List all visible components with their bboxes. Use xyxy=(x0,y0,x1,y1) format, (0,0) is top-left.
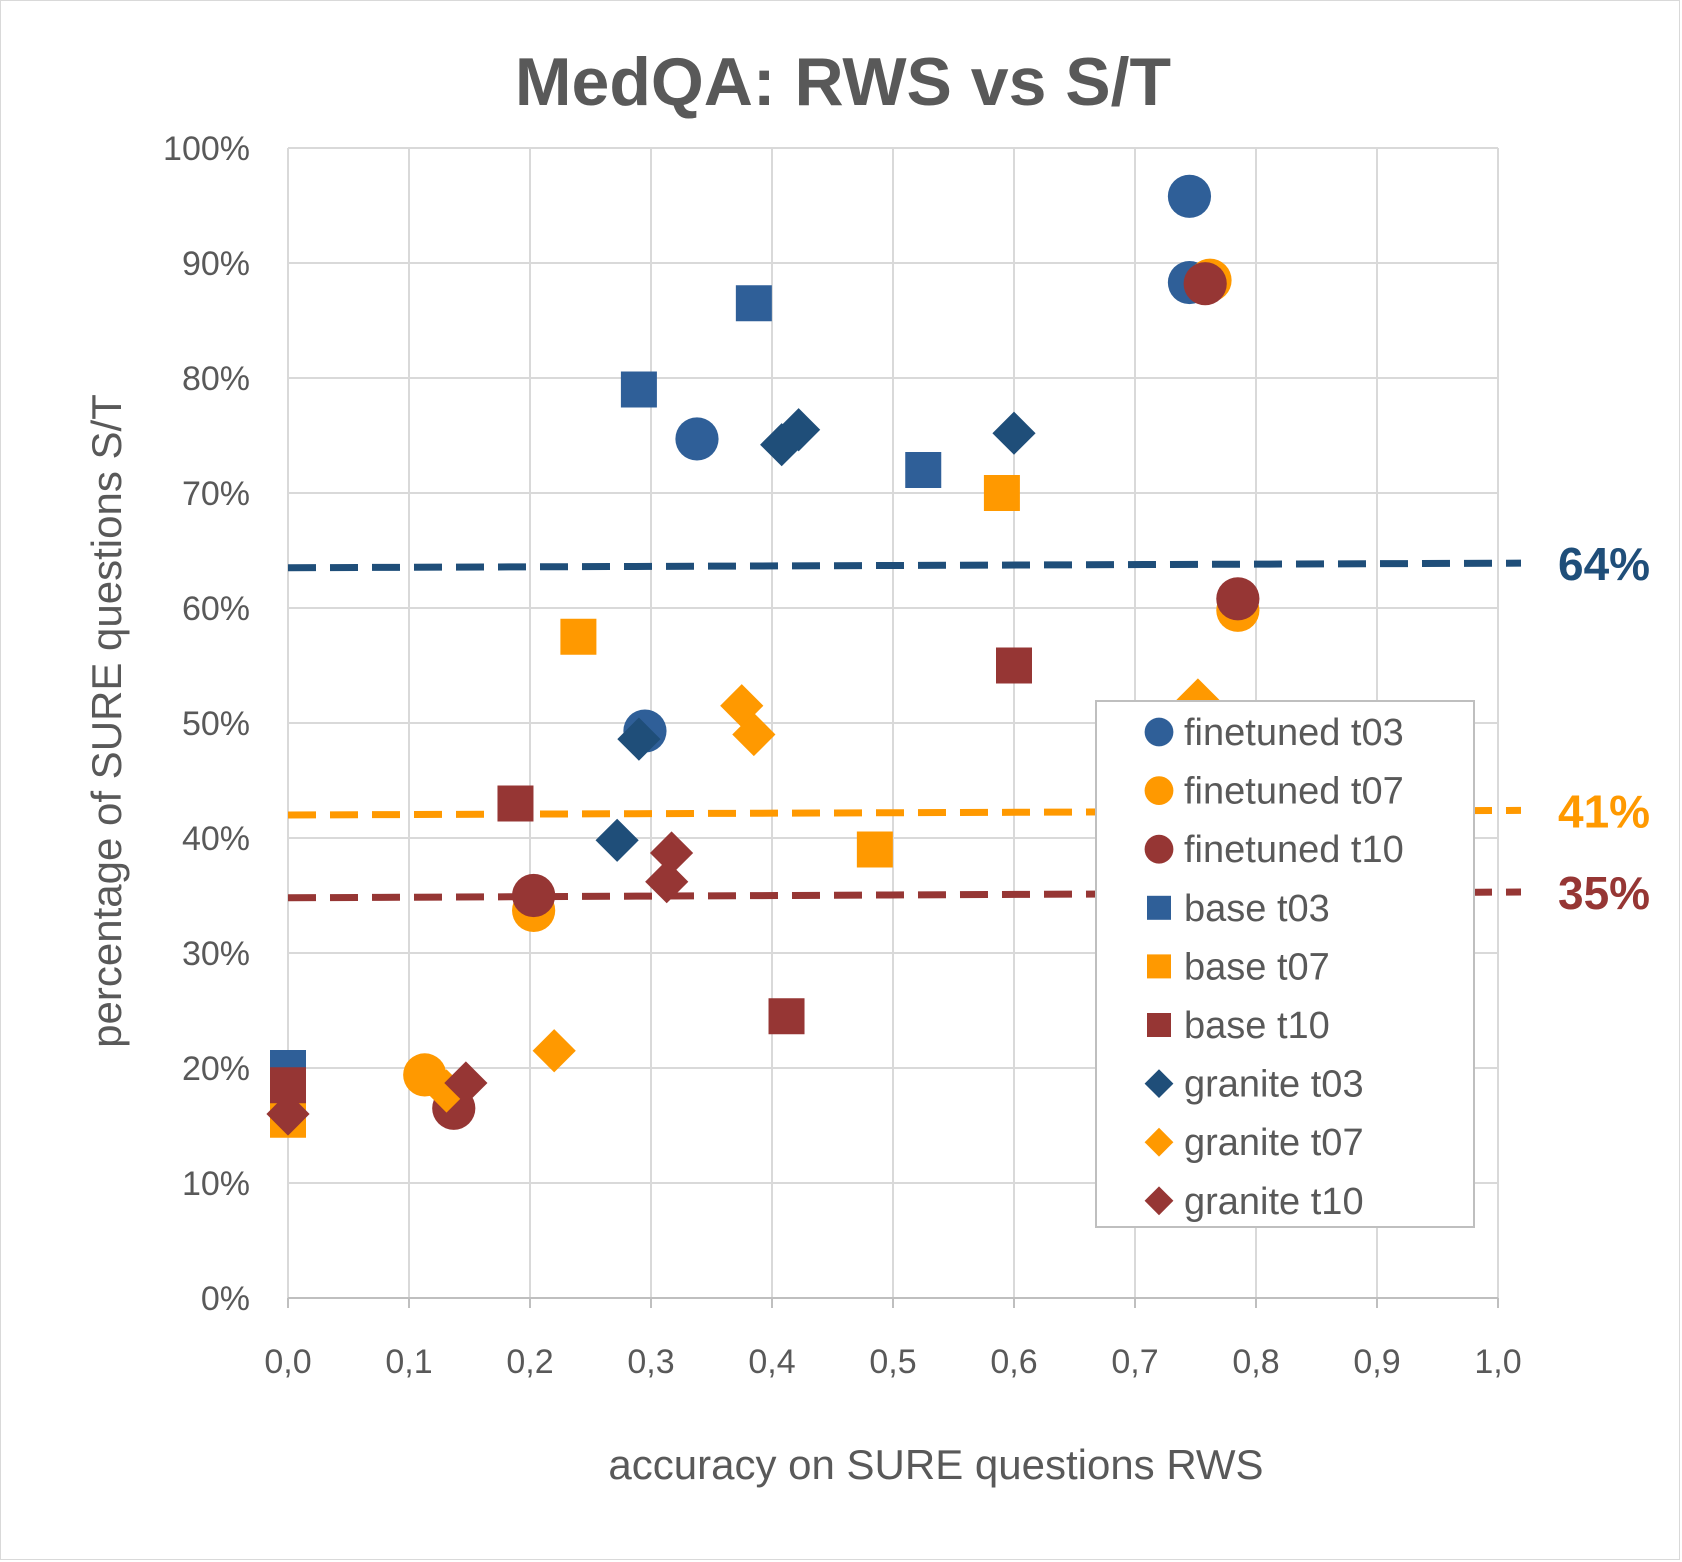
point-base-t07 xyxy=(856,831,893,868)
gridlines xyxy=(287,147,1499,1308)
point-finetuned-t10 xyxy=(1183,262,1227,306)
point-granite-t07 xyxy=(424,1069,469,1113)
point-granite-t10 xyxy=(266,1092,310,1136)
reference-line xyxy=(287,559,1522,572)
y-tick-label: 50% xyxy=(182,705,250,743)
y-tick-label: 40% xyxy=(182,820,250,858)
legend-label: finetuned t03 xyxy=(1184,712,1404,754)
chart-title: MedQA: RWS vs S/T xyxy=(515,44,1171,120)
tick-labels: 0,0 0,1 0,2 0,3 0,4 0,5 0,6 0,7 0,8 0,9 1,0 0% 10% 20… xyxy=(163,130,1522,1381)
legend-label: base t10 xyxy=(1184,1005,1330,1047)
y-tick-label: 80% xyxy=(182,360,250,398)
y-tick-label: 10% xyxy=(182,1165,250,1203)
legend-marker-granite-t10 xyxy=(1144,1186,1174,1216)
legend-label: finetuned t07 xyxy=(1184,771,1404,813)
point-finetuned-t03 xyxy=(1167,174,1212,218)
x-tick-label: 0,8 xyxy=(1232,1343,1279,1381)
legend-label: granite t07 xyxy=(1184,1122,1364,1164)
reference-line-label: 41% xyxy=(1558,785,1650,837)
legend-label: finetuned t10 xyxy=(1184,829,1404,871)
x-tick-label: 0,5 xyxy=(869,1343,916,1381)
point-base-t03 xyxy=(735,285,772,322)
point-base-t03 xyxy=(905,452,942,488)
legend-label: granite t10 xyxy=(1184,1181,1364,1223)
reference-line-label: 35% xyxy=(1558,867,1650,919)
point-granite-t03 xyxy=(777,408,821,452)
point-granite-t07 xyxy=(732,712,776,757)
y-tick-label: 60% xyxy=(182,590,250,628)
point-base-t07 xyxy=(983,475,1020,511)
point-granite-t03 xyxy=(595,818,639,862)
x-tick-label: 0,4 xyxy=(748,1343,795,1381)
point-granite-t10 xyxy=(444,1061,488,1105)
point-granite-t03 xyxy=(760,423,804,467)
point-granite-t03 xyxy=(617,717,661,761)
point-finetuned-t10 xyxy=(1216,577,1260,621)
legend-marker-base-t10 xyxy=(1147,1013,1171,1037)
legend-label: base t03 xyxy=(1184,888,1330,930)
x-tick-label: 0,7 xyxy=(1111,1343,1158,1381)
x-tick-label: 0,1 xyxy=(385,1343,432,1381)
x-tick-label: 0,6 xyxy=(990,1343,1037,1381)
point-base-t10 xyxy=(497,785,534,822)
legend-marker-base-t03 xyxy=(1147,895,1171,920)
x-tick-label: 0,0 xyxy=(264,1343,311,1381)
point-base-t07 xyxy=(560,618,597,655)
legend-marker-granite-t07 xyxy=(1144,1127,1174,1157)
reference-line-label: 64% xyxy=(1558,538,1650,590)
y-tick-label: 100% xyxy=(163,130,250,168)
x-tick-label: 1,0 xyxy=(1474,1343,1521,1381)
point-base-t10 xyxy=(996,647,1032,684)
y-tick-label: 70% xyxy=(182,475,250,513)
point-base-t03 xyxy=(620,371,657,408)
point-granite-t10 xyxy=(649,831,694,875)
y-tick-label: 0% xyxy=(201,1280,250,1318)
y-tick-label: 30% xyxy=(182,935,250,973)
y-tick-label: 90% xyxy=(182,245,250,283)
legend-marker-base-t07 xyxy=(1147,954,1171,979)
y-axis-title: percentage of SURE questions S/T xyxy=(83,394,130,1048)
legend-marker-finetuned-t07 xyxy=(1144,776,1174,805)
x-tick-label: 0,9 xyxy=(1353,1343,1400,1381)
legend-label: granite t03 xyxy=(1184,1064,1364,1106)
point-granite-t03 xyxy=(992,411,1036,455)
point-base-t10 xyxy=(768,998,805,1035)
legend-label: base t07 xyxy=(1184,946,1330,988)
point-finetuned-t03 xyxy=(675,417,719,461)
point-finetuned-t10 xyxy=(512,873,556,918)
y-tick-label: 20% xyxy=(182,1050,250,1088)
legend-marker-granite-t03 xyxy=(1144,1069,1174,1098)
x-axis-title: accuracy on SURE questions RWS xyxy=(608,1441,1263,1488)
point-granite-t10 xyxy=(645,860,689,904)
point-granite-t07 xyxy=(532,1029,576,1073)
x-tick-label: 0,2 xyxy=(506,1343,553,1381)
x-tick-label: 0,3 xyxy=(627,1343,674,1381)
legend-marker-finetuned-t10 xyxy=(1144,834,1174,864)
legend: finetuned t03 finetuned t07 finetuned t10 b… xyxy=(1095,700,1475,1228)
legend-marker-finetuned-t03 xyxy=(1144,717,1174,747)
